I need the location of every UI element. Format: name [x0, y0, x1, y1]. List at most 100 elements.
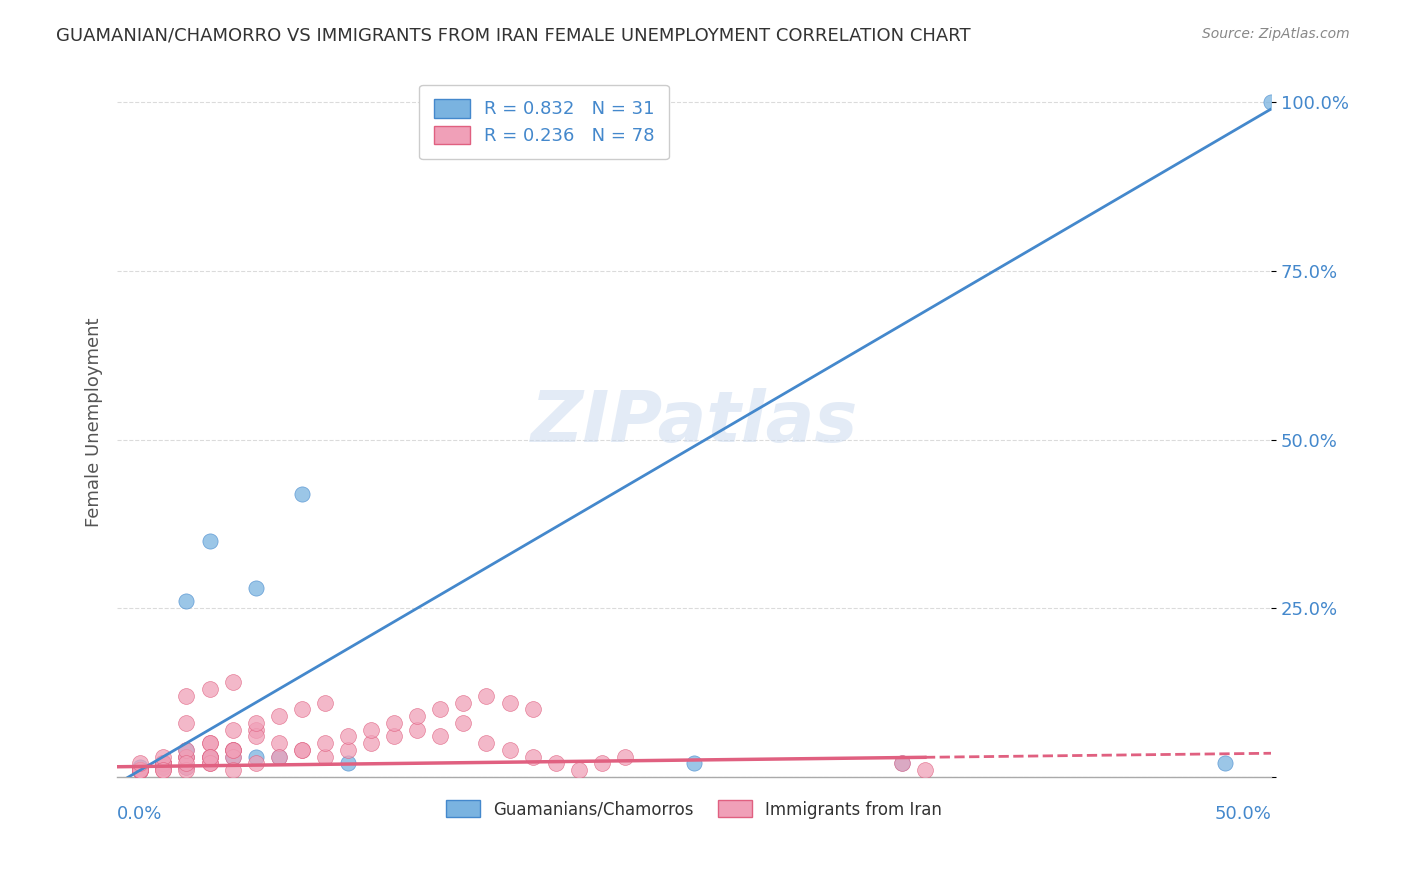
Point: [129, 763, 152, 777]
Point: [429, 730, 451, 744]
Point: [198, 749, 221, 764]
Point: [129, 763, 152, 777]
Point: [245, 756, 267, 771]
Point: [152, 756, 174, 771]
Point: [1213, 756, 1236, 771]
Point: [291, 486, 314, 500]
Point: [221, 743, 243, 757]
Text: ZIPatlas: ZIPatlas: [530, 388, 858, 458]
Point: [360, 736, 382, 750]
Point: [176, 760, 198, 774]
Point: [176, 760, 198, 774]
Point: [336, 756, 359, 771]
Point: [245, 749, 267, 764]
Point: [152, 756, 174, 771]
Point: [176, 715, 198, 730]
Point: [176, 749, 198, 764]
Point: [221, 743, 243, 757]
Point: [314, 696, 336, 710]
Point: [152, 756, 174, 771]
Y-axis label: Female Unemployment: Female Unemployment: [86, 318, 103, 527]
Point: [221, 749, 243, 764]
Point: [129, 763, 152, 777]
Point: [336, 743, 359, 757]
Point: [314, 749, 336, 764]
Point: [221, 723, 243, 737]
Text: GUAMANIAN/CHAMORRO VS IMMIGRANTS FROM IRAN FEMALE UNEMPLOYMENT CORRELATION CHART: GUAMANIAN/CHAMORRO VS IMMIGRANTS FROM IR…: [56, 27, 972, 45]
Point: [291, 743, 314, 757]
Point: [198, 749, 221, 764]
Point: [176, 743, 198, 757]
Point: [245, 730, 267, 744]
Point: [291, 702, 314, 716]
Point: [129, 763, 152, 777]
Point: [221, 763, 243, 777]
Point: [129, 756, 152, 771]
Point: [544, 756, 567, 771]
Point: [176, 756, 198, 771]
Point: [152, 763, 174, 777]
Point: [152, 756, 174, 771]
Point: [176, 749, 198, 764]
Point: [336, 730, 359, 744]
Point: [152, 756, 174, 771]
Point: [198, 749, 221, 764]
Point: [245, 715, 267, 730]
Text: 0.0%: 0.0%: [117, 805, 163, 823]
Point: [267, 749, 290, 764]
Point: [129, 763, 152, 777]
Point: [475, 689, 498, 703]
Point: [152, 756, 174, 771]
Point: [152, 756, 174, 771]
Point: [152, 763, 174, 777]
Point: [382, 715, 405, 730]
Point: [453, 696, 475, 710]
Point: [522, 702, 544, 716]
Legend: Guamanians/Chamorros, Immigrants from Iran: Guamanians/Chamorros, Immigrants from Ir…: [440, 794, 949, 825]
Point: [453, 715, 475, 730]
Point: [152, 756, 174, 771]
Point: [129, 760, 152, 774]
Point: [406, 723, 429, 737]
Point: [221, 675, 243, 690]
Point: [129, 763, 152, 777]
Point: [245, 723, 267, 737]
Point: [198, 749, 221, 764]
Point: [198, 736, 221, 750]
Point: [176, 689, 198, 703]
Point: [198, 756, 221, 771]
Point: [245, 581, 267, 595]
Point: [498, 743, 520, 757]
Point: [152, 756, 174, 771]
Point: [360, 723, 382, 737]
Point: [198, 749, 221, 764]
Point: [129, 763, 152, 777]
Point: [267, 749, 290, 764]
Point: [152, 760, 174, 774]
Point: [914, 763, 936, 777]
Point: [152, 749, 174, 764]
Text: Source: ZipAtlas.com: Source: ZipAtlas.com: [1202, 27, 1350, 41]
Point: [221, 749, 243, 764]
Point: [198, 682, 221, 697]
Point: [198, 736, 221, 750]
Point: [890, 756, 912, 771]
Point: [129, 763, 152, 777]
Point: [221, 743, 243, 757]
Point: [176, 743, 198, 757]
Point: [129, 763, 152, 777]
Point: [129, 763, 152, 777]
Point: [176, 594, 198, 608]
Text: 50.0%: 50.0%: [1215, 805, 1271, 823]
Point: [591, 756, 613, 771]
Point: [198, 533, 221, 548]
Point: [406, 709, 429, 723]
Point: [198, 756, 221, 771]
Point: [129, 763, 152, 777]
Point: [522, 749, 544, 764]
Point: [890, 756, 912, 771]
Point: [613, 749, 636, 764]
Point: [683, 756, 706, 771]
Point: [429, 702, 451, 716]
Point: [129, 763, 152, 777]
